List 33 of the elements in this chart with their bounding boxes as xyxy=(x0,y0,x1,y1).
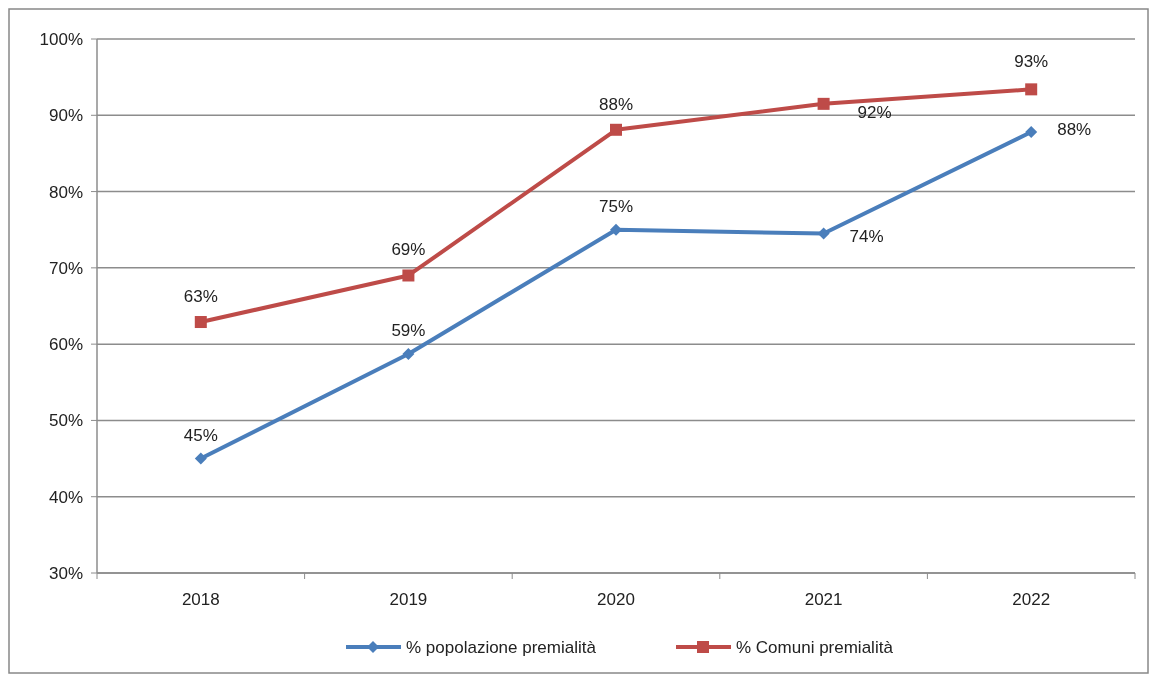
point xyxy=(194,316,207,329)
legend-label: % popolazione premialità xyxy=(406,637,597,657)
x-tick-label: 2022 xyxy=(1012,590,1051,609)
y-tick-label: 100% xyxy=(39,29,83,49)
data-label: 69% xyxy=(391,240,426,260)
point xyxy=(402,269,415,282)
data-label: 59% xyxy=(391,321,426,341)
x-tick-label: 2018 xyxy=(181,590,220,609)
y-tick-label: 60% xyxy=(48,335,83,355)
point xyxy=(1025,126,1038,139)
data-label: 92% xyxy=(857,102,892,122)
y-tick-label: 30% xyxy=(48,563,83,583)
data-label: 45% xyxy=(183,425,218,445)
data-label: 63% xyxy=(183,287,218,307)
data-label: 93% xyxy=(1014,52,1049,72)
data-label: 75% xyxy=(598,196,634,216)
legend-label: % Comuni premialità xyxy=(736,637,894,657)
x-tick-label: 2021 xyxy=(804,590,843,609)
point xyxy=(402,348,415,361)
y-tick-label: 80% xyxy=(48,182,83,202)
y-tick-label: 40% xyxy=(48,487,83,507)
y-tick-label: 90% xyxy=(48,106,83,126)
y-tick-label: 70% xyxy=(48,258,83,278)
data-label: 88% xyxy=(1057,120,1092,140)
point xyxy=(610,123,622,136)
point xyxy=(1025,83,1038,96)
data-label: 88% xyxy=(598,94,634,114)
data-label: 74% xyxy=(849,226,884,246)
point xyxy=(194,452,207,465)
point xyxy=(817,97,830,110)
y-tick-label: 50% xyxy=(48,411,83,431)
x-tick-label: 2019 xyxy=(389,590,428,609)
x-tick-label: 2020 xyxy=(597,590,635,609)
